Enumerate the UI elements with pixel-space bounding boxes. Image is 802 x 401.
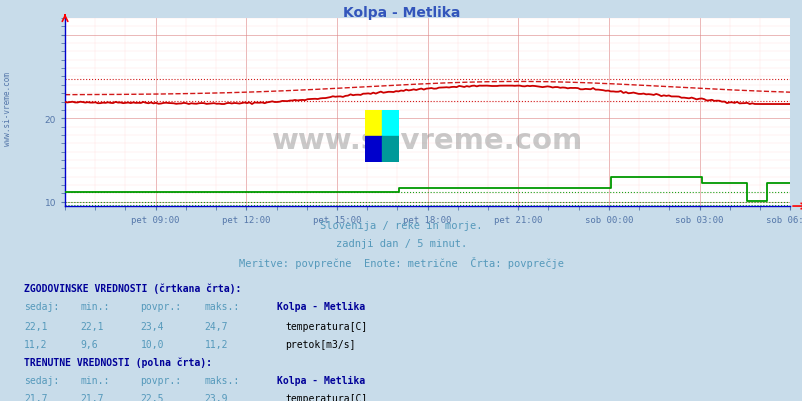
Text: 23,9: 23,9 <box>205 393 228 401</box>
Text: 22,1: 22,1 <box>24 321 47 331</box>
Bar <box>382 136 399 162</box>
Text: Meritve: povprečne  Enote: metrične  Črta: povprečje: Meritve: povprečne Enote: metrične Črta:… <box>239 257 563 269</box>
Text: 23,4: 23,4 <box>140 321 164 331</box>
Text: pretok[m3/s]: pretok[m3/s] <box>285 339 355 349</box>
Text: 21,7: 21,7 <box>80 393 103 401</box>
Bar <box>365 110 382 136</box>
Text: zadnji dan / 5 minut.: zadnji dan / 5 minut. <box>335 239 467 249</box>
Text: min.:: min.: <box>80 302 110 312</box>
Text: maks.:: maks.: <box>205 302 240 312</box>
Text: povpr.:: povpr.: <box>140 375 181 385</box>
Text: min.:: min.: <box>80 375 110 385</box>
Bar <box>382 110 399 136</box>
Text: Slovenija / reke in morje.: Slovenija / reke in morje. <box>320 221 482 231</box>
Text: sedaj:: sedaj: <box>24 375 59 385</box>
Text: sedaj:: sedaj: <box>24 302 59 312</box>
Text: maks.:: maks.: <box>205 375 240 385</box>
Bar <box>365 136 382 162</box>
Text: ZGODOVINSKE VREDNOSTI (črtkana črta):: ZGODOVINSKE VREDNOSTI (črtkana črta): <box>24 283 241 293</box>
Text: 9,6: 9,6 <box>80 339 98 349</box>
Text: 11,2: 11,2 <box>24 339 47 349</box>
Text: 22,5: 22,5 <box>140 393 164 401</box>
Text: Kolpa - Metlika: Kolpa - Metlika <box>277 302 365 312</box>
Text: 11,2: 11,2 <box>205 339 228 349</box>
Text: temperatura[C]: temperatura[C] <box>285 321 367 331</box>
Text: temperatura[C]: temperatura[C] <box>285 393 367 401</box>
Text: 22,1: 22,1 <box>80 321 103 331</box>
Text: Kolpa - Metlika: Kolpa - Metlika <box>342 6 460 20</box>
Text: povpr.:: povpr.: <box>140 302 181 312</box>
Text: www.si-vreme.com: www.si-vreme.com <box>272 127 582 155</box>
Text: TRENUTNE VREDNOSTI (polna črta):: TRENUTNE VREDNOSTI (polna črta): <box>24 357 212 367</box>
Text: Kolpa - Metlika: Kolpa - Metlika <box>277 375 365 385</box>
Text: 21,7: 21,7 <box>24 393 47 401</box>
Text: www.si-vreme.com: www.si-vreme.com <box>2 71 12 145</box>
Text: 24,7: 24,7 <box>205 321 228 331</box>
Text: 10,0: 10,0 <box>140 339 164 349</box>
